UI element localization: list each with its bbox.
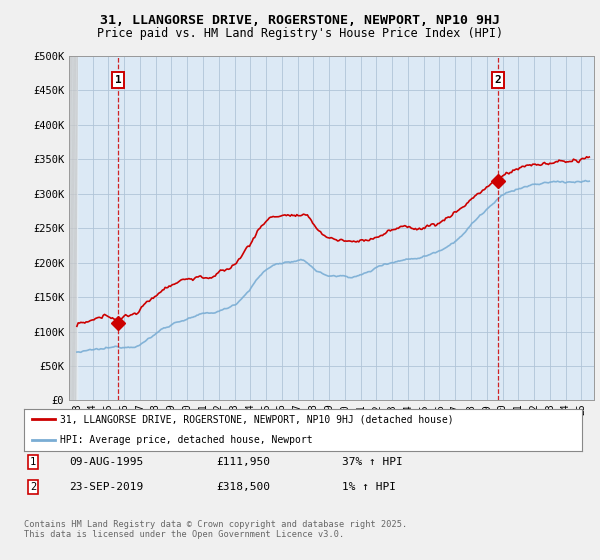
Text: 37% ↑ HPI: 37% ↑ HPI — [342, 457, 403, 467]
Text: HPI: Average price, detached house, Newport: HPI: Average price, detached house, Newp… — [60, 435, 313, 445]
Text: Contains HM Land Registry data © Crown copyright and database right 2025.
This d: Contains HM Land Registry data © Crown c… — [24, 520, 407, 539]
Text: 1: 1 — [115, 75, 121, 85]
Text: £318,500: £318,500 — [216, 482, 270, 492]
Text: 31, LLANGORSE DRIVE, ROGERSTONE, NEWPORT, NP10 9HJ (detached house): 31, LLANGORSE DRIVE, ROGERSTONE, NEWPORT… — [60, 414, 454, 424]
Text: 2: 2 — [495, 75, 502, 85]
Text: 2: 2 — [30, 482, 36, 492]
Text: £111,950: £111,950 — [216, 457, 270, 467]
Text: 09-AUG-1995: 09-AUG-1995 — [69, 457, 143, 467]
Text: Price paid vs. HM Land Registry's House Price Index (HPI): Price paid vs. HM Land Registry's House … — [97, 27, 503, 40]
Bar — [69, 56, 77, 400]
Text: 31, LLANGORSE DRIVE, ROGERSTONE, NEWPORT, NP10 9HJ: 31, LLANGORSE DRIVE, ROGERSTONE, NEWPORT… — [100, 14, 500, 27]
Text: 23-SEP-2019: 23-SEP-2019 — [69, 482, 143, 492]
Text: 1% ↑ HPI: 1% ↑ HPI — [342, 482, 396, 492]
Text: 1: 1 — [30, 457, 36, 467]
